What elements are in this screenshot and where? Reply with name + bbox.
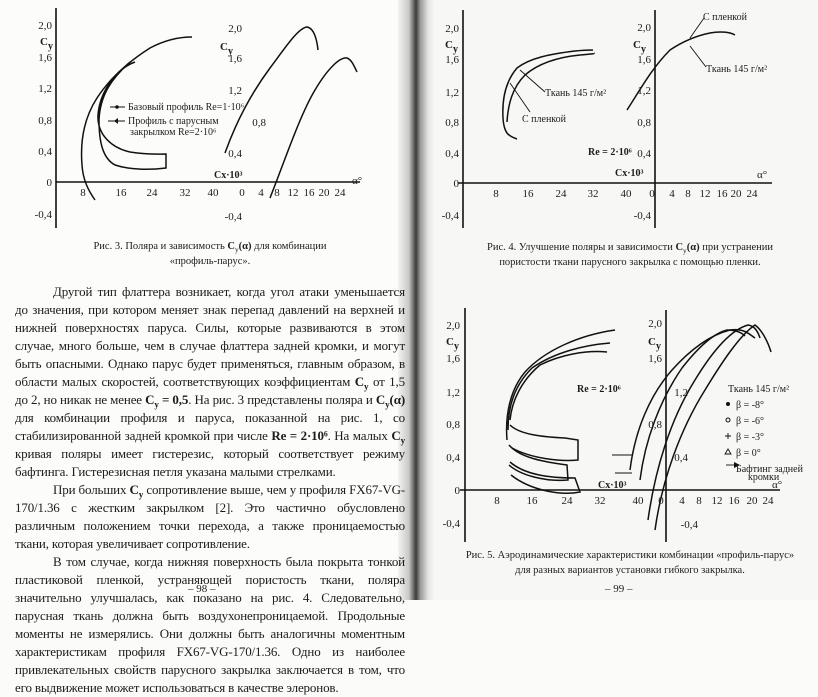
left-page-body-text: Другой тип флаттера возникает, когда уго… [15,283,405,697]
caption-text: пористости ткани парусного закрылка с по… [499,257,761,268]
caption-sub: y [234,245,239,255]
page-number-right: – 99 – [605,583,633,595]
figure-3-caption: Рис. 3. Поляра и зависимость Cy(α) для к… [60,239,360,269]
right-page [412,0,818,600]
subscript: y [154,399,159,410]
bold-term: C [354,374,365,389]
caption-text: для комбинации [251,241,327,252]
bold-term: C [129,482,139,497]
caption-text: «профиль-парус». [169,256,251,267]
subscript: y [385,399,390,410]
caption-text: Рис. 4. Улучшение поляры и зависимости [487,242,676,253]
text-run: для комбинации профиля и паруса, показан… [15,410,405,443]
subscript: y [364,381,369,392]
paragraph: Другой тип флаттера возникает, когда уго… [15,283,405,481]
bold-term: C [145,392,155,407]
paragraph: При больших Cy сопротивление выше, чем у… [15,481,405,553]
figure-4-caption: Рис. 4. Улучшение поляры и зависимости C… [470,240,790,270]
bold-term: C [391,428,401,443]
bold-term: = 0,5 [158,392,189,407]
caption-sub: y [683,246,687,256]
text-run: . На рис. 3 представлены поляра и [188,392,376,407]
book-gutter-shadow [398,0,434,600]
text-run: сопротивление выше, чем у профиля FX67-V… [15,482,406,551]
paragraph: В том случае, когда нижняя поверхность б… [15,553,405,697]
text-run: Другой тип флаттера возникает, когда уго… [15,284,405,389]
text-run: При больших [53,482,130,497]
caption-bold: C [675,242,684,253]
text-run: от 1,5 до 2, но никак не менее [15,374,405,407]
bold-term: (α) [389,392,406,407]
caption-text: для разных вариантов установки гибкого з… [515,565,745,576]
caption-text: при устранении [699,242,773,253]
figure-5-caption: Рис. 5. Аэродинамические характеристики … [450,548,810,578]
caption-bold: (α) [686,242,700,253]
caption-bold: (α) [238,241,252,252]
caption-text: Рис. 3. Поляра и зависимость [93,241,228,252]
subscript: y [138,489,144,500]
bold-term: Re = 2·10⁶ [271,428,328,443]
page-number-left: – 98 – [188,583,216,595]
text-run: В том случае, когда нижняя поверхность б… [15,554,405,695]
text-run: . На малых [327,428,392,443]
caption-bold: C [227,241,235,252]
subscript: y [400,435,406,446]
text-run: кривая поляры имеет гистерезис, который … [15,446,405,479]
caption-text: Рис. 5. Аэродинамические характеристики … [465,550,795,561]
bold-term: C [375,392,386,407]
